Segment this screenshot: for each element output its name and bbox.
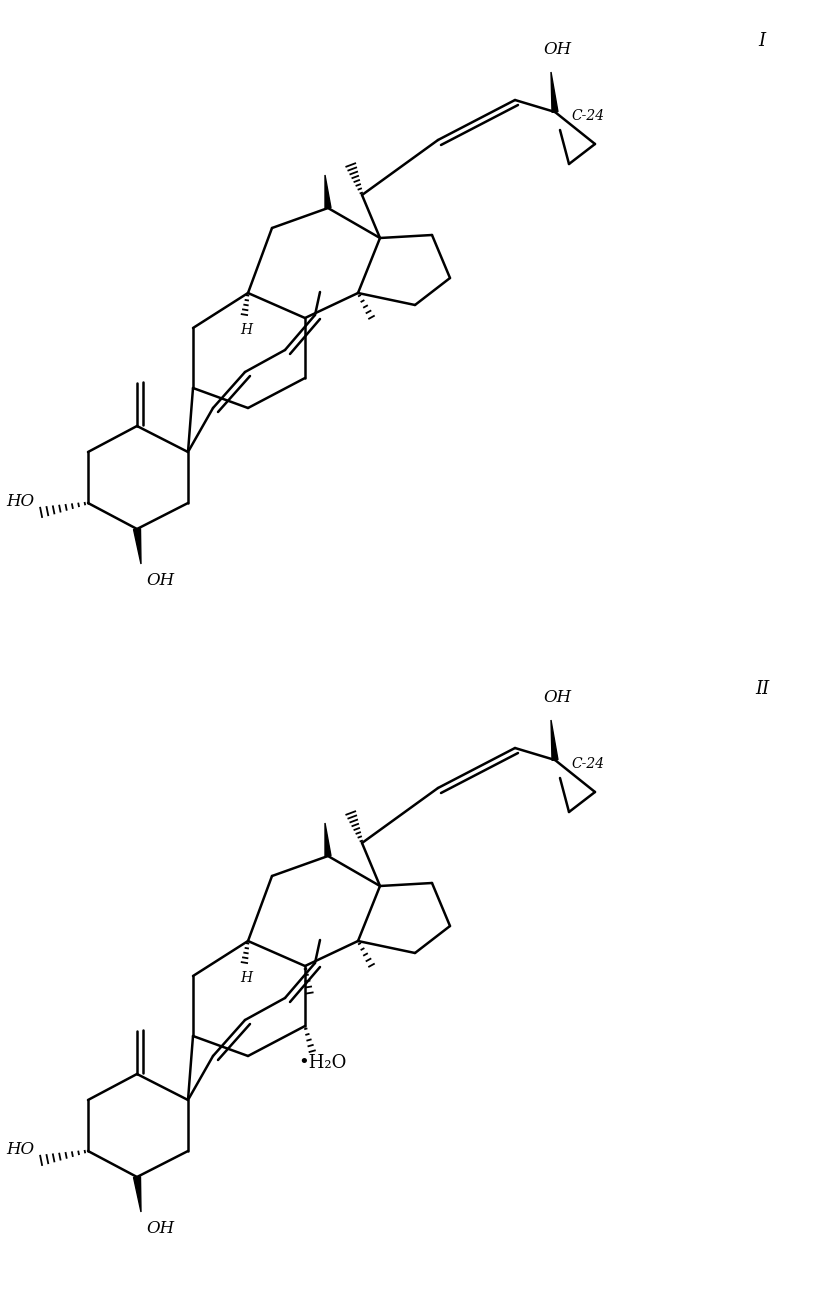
Polygon shape bbox=[551, 720, 558, 760]
Polygon shape bbox=[325, 175, 331, 208]
Text: •H₂O: •H₂O bbox=[298, 1054, 346, 1072]
Polygon shape bbox=[325, 824, 331, 856]
Text: C-24: C-24 bbox=[571, 758, 604, 771]
Polygon shape bbox=[551, 73, 558, 113]
Text: H: H bbox=[240, 971, 252, 985]
Text: C-24: C-24 bbox=[571, 109, 604, 123]
Text: H: H bbox=[240, 322, 252, 337]
Text: OH: OH bbox=[543, 689, 571, 706]
Text: II: II bbox=[755, 680, 769, 698]
Text: OH: OH bbox=[543, 41, 571, 58]
Text: I: I bbox=[758, 32, 766, 51]
Text: OH: OH bbox=[146, 1220, 174, 1237]
Polygon shape bbox=[134, 528, 141, 565]
Text: HO: HO bbox=[6, 493, 34, 510]
Text: OH: OH bbox=[146, 572, 174, 589]
Text: HO: HO bbox=[6, 1141, 34, 1159]
Polygon shape bbox=[134, 1177, 141, 1212]
